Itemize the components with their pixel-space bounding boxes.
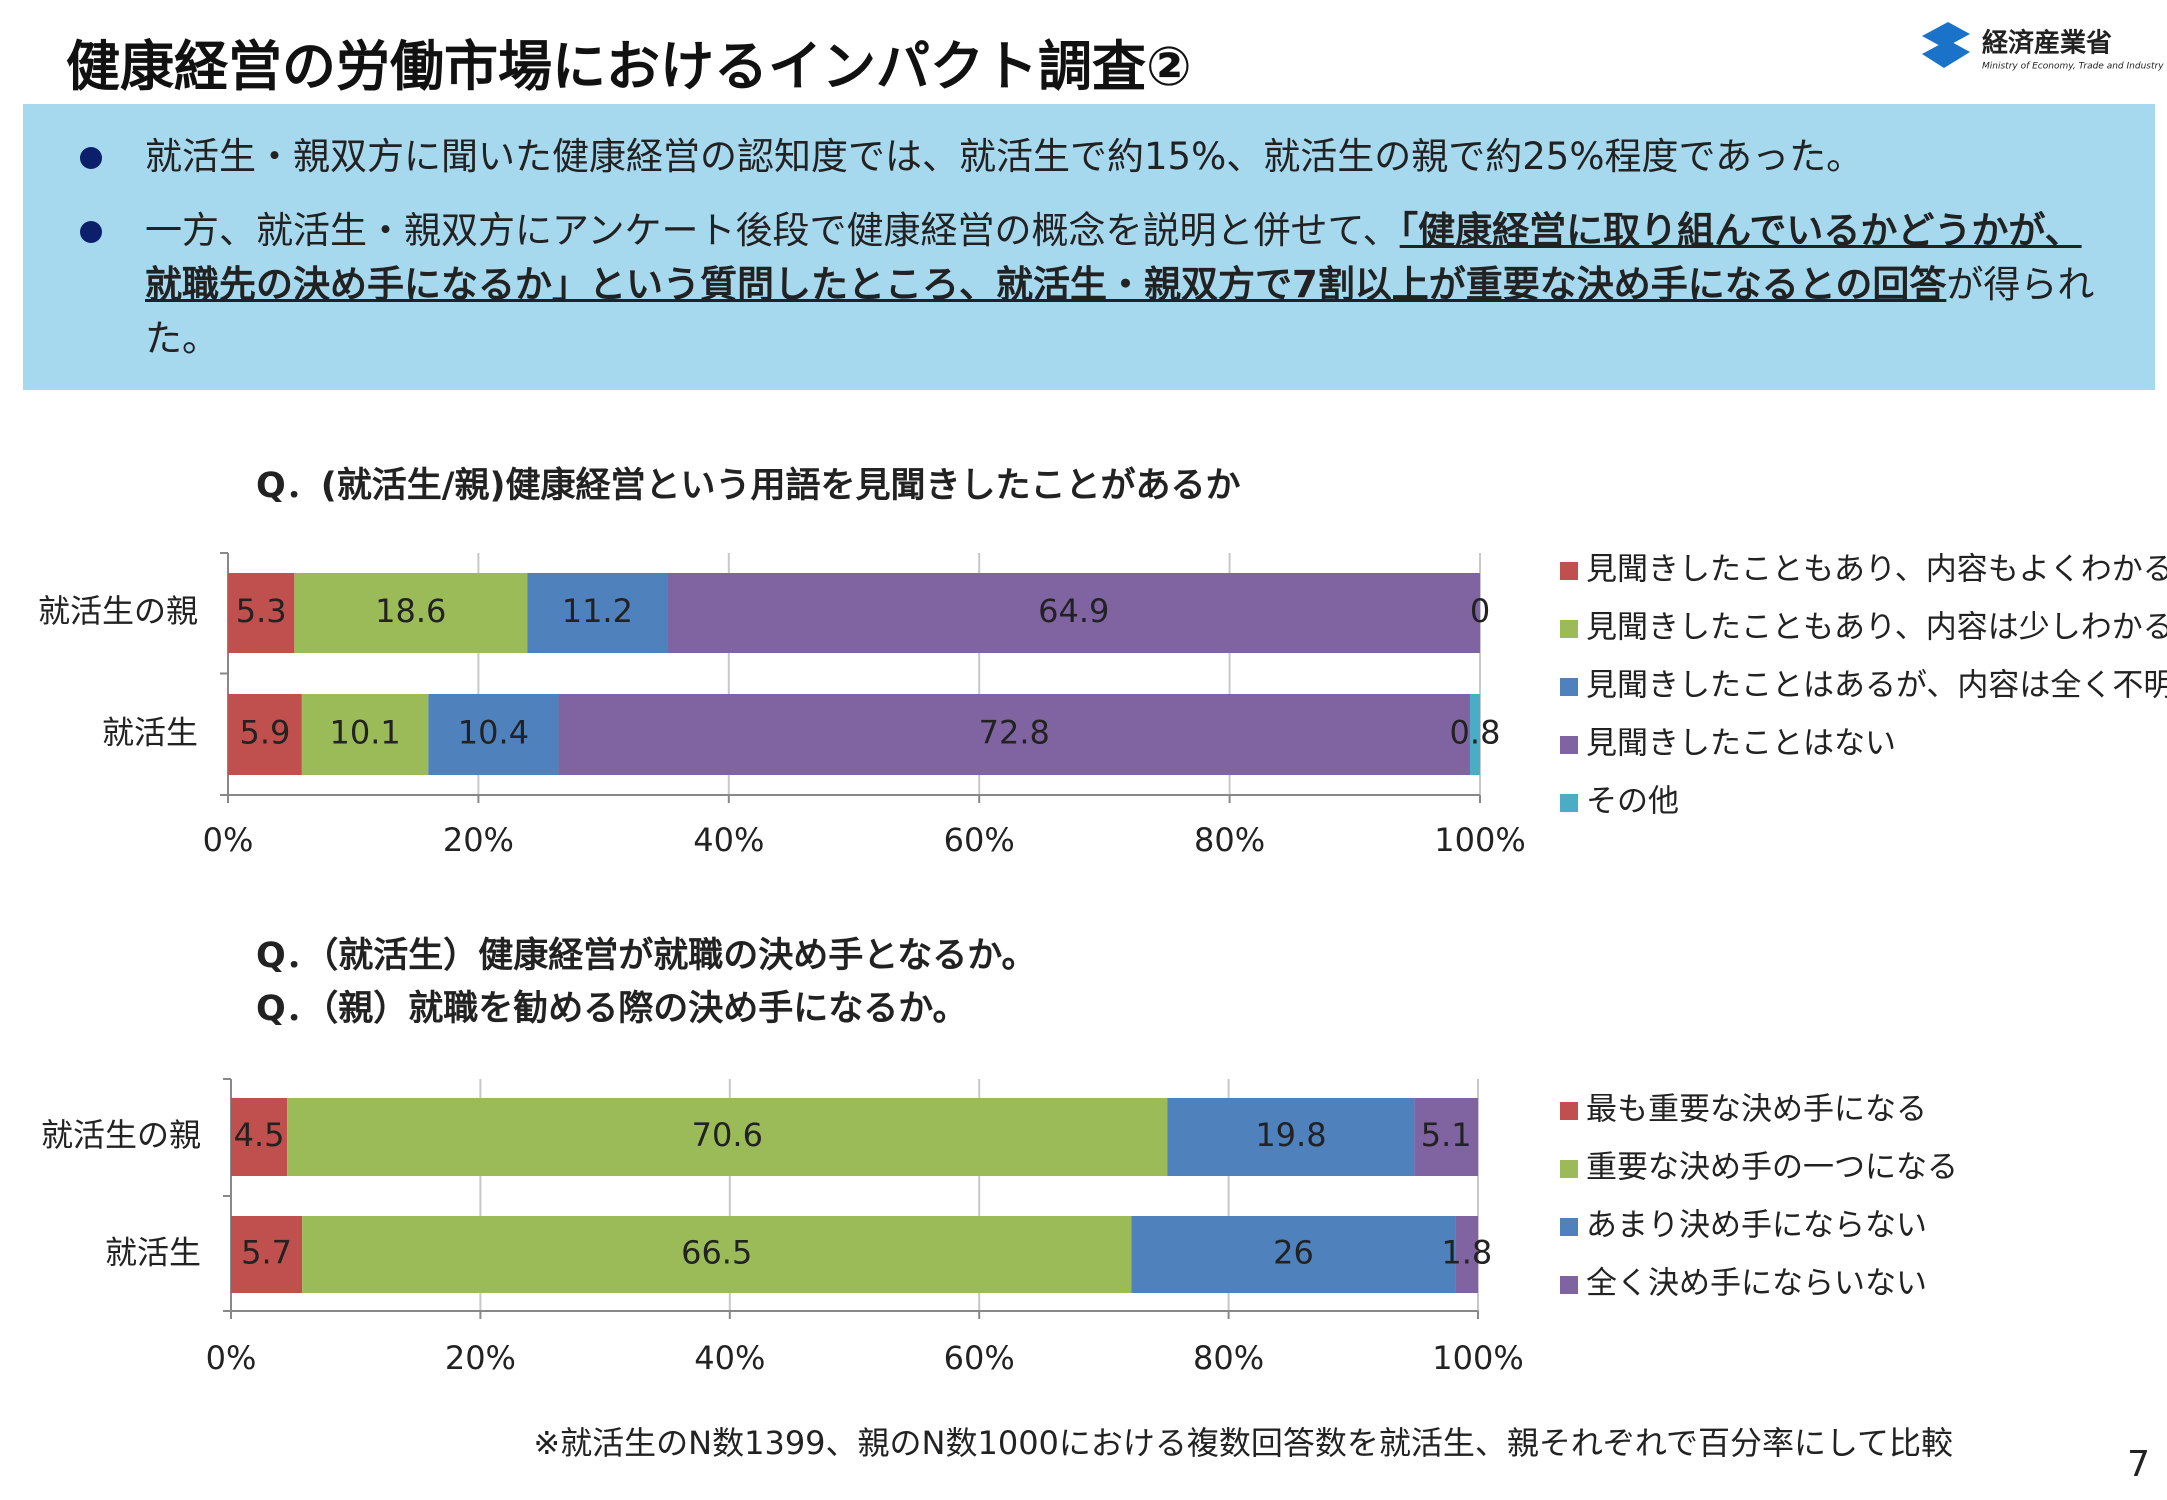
logo-mark — [1922, 22, 1970, 48]
legend-swatch — [1560, 562, 1578, 580]
legend-swatch — [1560, 620, 1578, 638]
bar-segment — [1414, 1098, 1478, 1176]
value-label: 26 — [1273, 1234, 1314, 1272]
bar-segment — [1455, 1216, 1478, 1293]
x-tick-label: 40% — [694, 1339, 765, 1377]
bullet-text: 就活生・親双方に聞いた健康経営の認知度では、就活生で約15%、就活生の親で約25… — [145, 135, 1864, 178]
value-label: 11.2 — [562, 592, 633, 630]
value-label: 0 — [1470, 592, 1490, 630]
value-label: 10.1 — [329, 714, 400, 752]
value-label: 72.8 — [979, 714, 1050, 752]
value-label: 70.6 — [692, 1116, 763, 1154]
legend-swatch — [1560, 1160, 1578, 1178]
bar-segment — [228, 573, 295, 653]
value-label: 5.3 — [236, 592, 287, 630]
bullet-dot — [80, 221, 102, 243]
bar-segment — [301, 694, 429, 775]
legend-label: 見聞きしたこともあり、内容もよくわかる — [1586, 552, 2167, 588]
category-label: 就活生の親 — [41, 1116, 201, 1154]
page-title: 健康経営の労働市場におけるインパクト調査② — [66, 35, 1192, 98]
value-label: 4.5 — [234, 1116, 285, 1154]
chart-subtitle: Q．（親）就職を勧める際の決め手になるか。 — [256, 989, 968, 1029]
bar-segment — [231, 1216, 303, 1293]
logo-mark — [1922, 40, 1970, 68]
bar-segment — [428, 694, 559, 775]
bar-segment — [294, 573, 528, 653]
bar-segment — [1131, 1216, 1456, 1293]
value-label: 64.9 — [1038, 592, 1109, 630]
x-tick-label: 0% — [203, 821, 254, 859]
x-tick-label: 100% — [1434, 821, 1525, 859]
x-tick-label: 80% — [1193, 1339, 1264, 1377]
value-label: 0.8 — [1450, 714, 1501, 752]
bar-segment — [287, 1098, 1168, 1176]
value-label: 5.7 — [241, 1234, 292, 1272]
legend-label: 重要な決め手の一つになる — [1586, 1150, 1958, 1186]
bar-segment — [228, 694, 302, 775]
x-tick-label: 20% — [445, 1339, 516, 1377]
x-tick-label: 60% — [944, 1339, 1015, 1377]
x-tick-label: 80% — [1194, 821, 1265, 859]
bar-segment — [667, 573, 1480, 653]
legend-label: 見聞きしたこともあり、内容は少しわかる — [1586, 610, 2167, 646]
category-label: 就活生の親 — [38, 592, 198, 630]
legend-label: その他 — [1586, 784, 1679, 820]
bullet-text: 一方、就活生・親双方にアンケート後段で健康経営の概念を説明と併せて、 — [145, 209, 1400, 252]
legend-label: 見聞きしたことはない — [1586, 726, 1896, 762]
bullet: 就活生・親双方に聞いた健康経営の認知度では、就活生で約15%、就活生の親で約25… — [80, 130, 2095, 184]
bar-segment — [1469, 694, 1480, 775]
bar-segment — [527, 573, 668, 653]
value-label: 18.6 — [375, 592, 446, 630]
legend-swatch — [1560, 678, 1578, 696]
bar-segment — [1167, 1098, 1415, 1176]
logo-english: Ministry of Economy, Trade and Industry — [1982, 62, 2164, 72]
legend-label: 最も重要な決め手になる — [1586, 1092, 1927, 1128]
legend-label: あまり決め手にならない — [1586, 1208, 1927, 1244]
bar-segment — [302, 1216, 1132, 1293]
x-tick-label: 60% — [944, 821, 1015, 859]
bullet-dot — [80, 147, 102, 169]
page-number: 7 — [2127, 1444, 2150, 1485]
legend-label: 全く決め手にならいない — [1586, 1266, 1927, 1302]
x-tick-label: 0% — [206, 1339, 257, 1377]
summary-box — [23, 104, 2155, 390]
bar-segment — [558, 694, 1470, 775]
x-tick-label: 100% — [1432, 1339, 1523, 1377]
chart-title: Q．(就活生/親)健康経営という用語を見聞きしたことがあるか — [256, 465, 1241, 506]
legend-swatch — [1560, 794, 1578, 812]
legend-swatch — [1560, 1276, 1578, 1294]
category-label: 就活生 — [105, 1234, 201, 1272]
legend-label: 見聞きしたことはあるが、内容は全く不明 — [1586, 668, 2167, 704]
value-label: 5.1 — [1421, 1116, 1472, 1154]
footnote: ※就活生のN数1399、親のN数1000における複数回答数を就活生、親それぞれで… — [533, 1424, 1953, 1462]
legend-swatch — [1560, 1102, 1578, 1120]
value-label: 19.8 — [1255, 1116, 1326, 1154]
bullet-emphasis: 「健康経営に取り組んでいるかどうかが、就職先の決め手になるか」という質問したとこ… — [145, 209, 2082, 306]
value-label: 66.5 — [681, 1234, 752, 1272]
legend-swatch — [1560, 736, 1578, 754]
bar-segment — [231, 1098, 288, 1176]
bullet: 一方、就活生・親双方にアンケート後段で健康経営の概念を説明と併せて、「健康経営に… — [80, 204, 2095, 366]
bullet-text: が得られた。 — [145, 263, 2095, 360]
value-label: 1.8 — [1441, 1234, 1492, 1272]
x-tick-label: 40% — [693, 821, 764, 859]
legend-swatch — [1560, 1218, 1578, 1236]
chart-title: Q．（就活生）健康経営が就職の決め手となるか。 — [256, 935, 1037, 976]
logo: 経済産業省 Ministry of Economy, Trade and Ind… — [1922, 22, 2164, 72]
value-label: 5.9 — [239, 714, 290, 752]
x-tick-label: 20% — [443, 821, 514, 859]
value-label: 10.4 — [458, 714, 529, 752]
category-label: 就活生 — [102, 714, 198, 752]
logo-name: 経済産業省 — [1982, 28, 2112, 59]
